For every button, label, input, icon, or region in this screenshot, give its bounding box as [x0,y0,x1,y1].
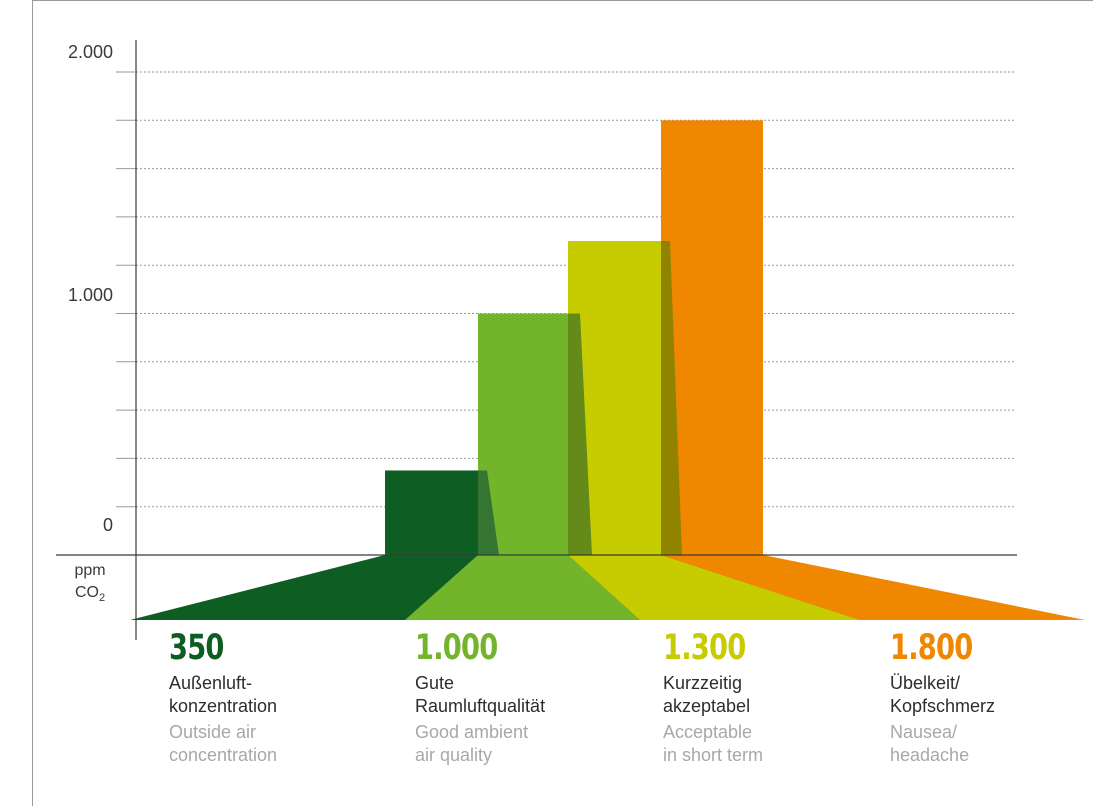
category-outside-air: 350 Außenluft- konzentration Outside air… [169,628,369,767]
grid-lines [116,71,1015,508]
fan-2 [568,555,860,620]
unit-line1: ppm [74,562,106,579]
y-tick-label-0: 0 [102,515,113,535]
category-value: 1.000 [415,628,498,668]
y-tick-label-1000: 1.000 [67,285,113,305]
chart-frame [32,0,1093,806]
bar-overlap-3 [661,241,682,556]
bar-fans [130,555,1085,620]
category-label-de: Kurzzeitig akzeptabel [663,673,751,716]
category-label-en: Outside air concentration [169,722,278,765]
category-short-term: 1.300 Kurzzeitig akzeptabel Acceptable i… [663,628,863,767]
category-nausea: 1.800 Übelkeit/ Kopfschmerz Nausea/ head… [890,628,1090,767]
bar-0 [385,470,487,555]
category-value: 1.800 [890,628,973,668]
category-label-en: Acceptable in short term [663,722,764,765]
category-value: 1.300 [663,628,746,668]
category-label-de: Außenluft- konzentration [169,673,278,716]
fan-1 [405,555,640,620]
bars [385,120,763,556]
category-label-en: Nausea/ headache [890,722,970,765]
unit-line2: CO2 [74,584,106,605]
bar-overlap-2 [568,313,592,555]
bar-overlap-1 [478,470,499,555]
category-value: 350 [169,628,224,668]
category-label-de: Gute Raumluftqualität [415,673,546,716]
y-tick-label-2000: 2.000 [67,42,113,62]
category-good-air: 1.000 Gute Raumluftqualität Good ambient… [415,628,615,767]
category-label-de: Übelkeit/ Kopfschmerz [890,673,996,716]
axes [56,40,1017,640]
bar-1 [478,313,580,555]
unit-label: ppm CO2 [60,560,120,609]
fan-0 [130,555,487,620]
category-label-en: Good ambient air quality [415,722,529,765]
fan-3 [661,555,1085,620]
